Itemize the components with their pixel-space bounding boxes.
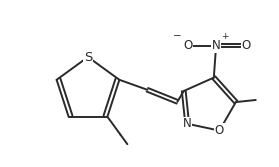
Text: O: O xyxy=(215,124,224,137)
Text: +: + xyxy=(221,32,228,41)
Text: O: O xyxy=(183,39,193,52)
Text: −: − xyxy=(173,31,182,41)
Text: S: S xyxy=(84,50,92,63)
Text: N: N xyxy=(211,39,220,52)
Text: N: N xyxy=(183,117,192,130)
Text: O: O xyxy=(241,39,251,52)
